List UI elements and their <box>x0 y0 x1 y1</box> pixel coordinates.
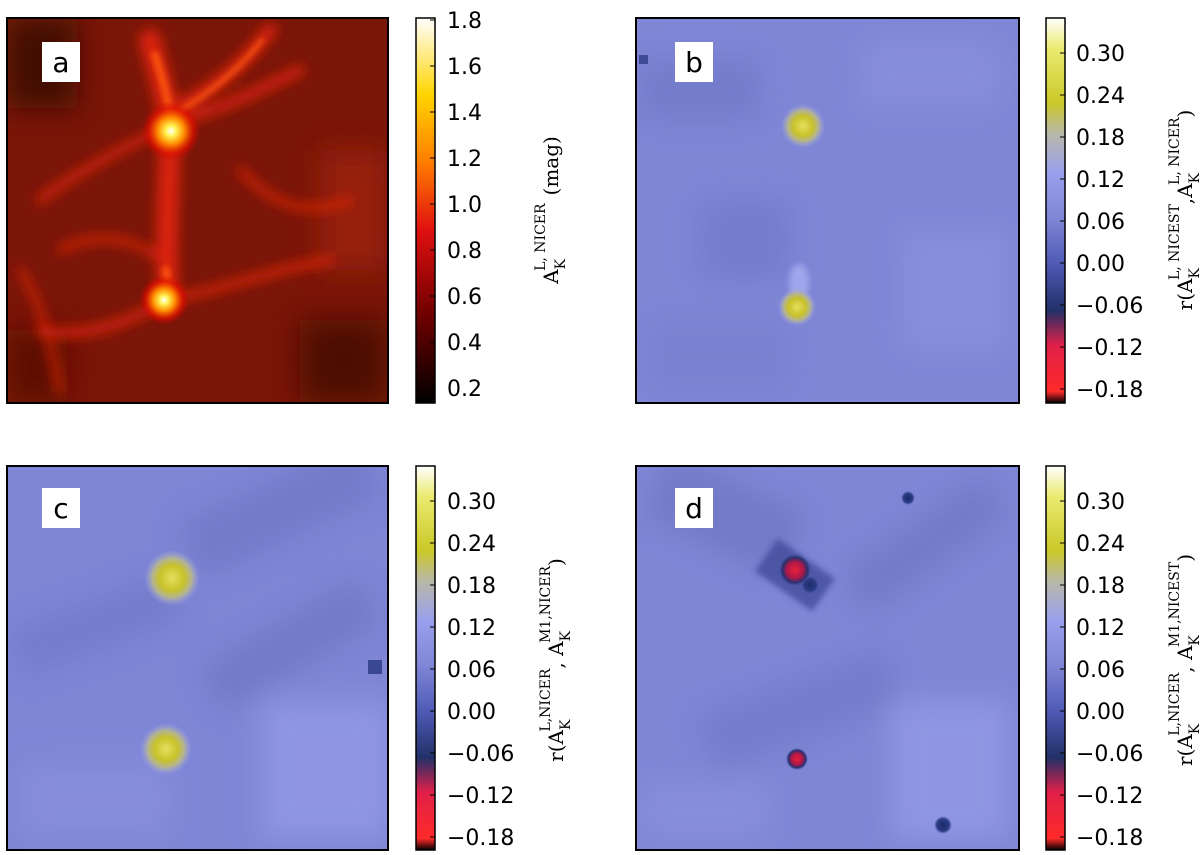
tick-label: −0.06 <box>1076 742 1143 767</box>
panel-d: d 0.30 0.24 0.18 0.12 0.06 0.00 −0.06 −0… <box>635 465 1200 851</box>
panel-label: c <box>53 492 68 525</box>
colorbar: 0.30 0.24 0.18 0.12 0.06 0.00 −0.06 −0.1… <box>1045 17 1200 404</box>
correlation-map <box>7 466 388 850</box>
tick-label: 0.18 <box>1076 126 1125 151</box>
tick-label: 0.12 <box>1076 168 1125 193</box>
extinction-map <box>7 18 388 403</box>
peak-north <box>781 104 825 148</box>
tick-label: 0.8 <box>447 239 482 264</box>
correlation-map <box>636 18 1019 403</box>
tick-label: 1.0 <box>447 193 482 218</box>
panel-label: d <box>685 492 703 525</box>
tick-label: 0.24 <box>447 532 496 557</box>
peak-south <box>778 288 816 326</box>
tick-label: 0.24 <box>1076 84 1125 109</box>
colorbar: 1.8 1.6 1.4 1.2 1.0 0.8 0.6 0.4 0.2 AKL,… <box>415 9 569 404</box>
tick-label: 0.00 <box>1076 700 1125 725</box>
panel-label-box <box>675 42 713 82</box>
colorbar-label: AKL, NICER(mag) <box>533 136 569 285</box>
tick-label: −0.18 <box>1076 826 1143 851</box>
colorbar-ticks: 0.30 0.24 0.18 0.12 0.06 0.00 −0.06 −0.1… <box>1060 42 1143 403</box>
tick-label: 0.30 <box>447 490 496 515</box>
dip-marker <box>368 660 382 674</box>
peak-south <box>140 723 192 775</box>
tick-label: 0.06 <box>1076 210 1125 235</box>
tick-label: 0.24 <box>1076 532 1125 557</box>
colorbar-ticks: 0.30 0.24 0.18 0.12 0.06 0.00 −0.06 −0.1… <box>1060 490 1143 851</box>
panel-label-box <box>42 488 80 528</box>
tick-label: 0.30 <box>1076 42 1125 67</box>
tick-label: 1.2 <box>447 147 482 172</box>
tick-label: −0.12 <box>1076 784 1143 809</box>
tick-label: 0.12 <box>447 616 496 641</box>
tick-label: −0.12 <box>447 784 514 809</box>
correlation-map <box>636 466 1019 850</box>
peak-north <box>144 550 200 606</box>
tick-label: −0.18 <box>1076 378 1143 403</box>
colorbar-ticks: 0.30 0.24 0.18 0.12 0.06 0.00 −0.06 −0.1… <box>430 490 514 851</box>
panel-label-box <box>675 488 713 528</box>
tick-label: 0.6 <box>447 285 482 310</box>
tick-label: 0.4 <box>447 331 482 356</box>
panel-c: c 0.30 0.24 0.18 0.12 0.06 0.00 −0.06 −0… <box>6 465 574 851</box>
panel-b: b 0.30 0.24 0.18 0.12 0.06 0.00 −0.06 −0… <box>635 17 1200 404</box>
core-north <box>141 101 201 161</box>
panel-a: a 1.8 1.6 1.4 1.2 1.0 0.8 0.6 0.4 0.2 AK… <box>6 9 569 404</box>
tick-label: 0.2 <box>447 377 482 402</box>
tick-label: 0.18 <box>1076 574 1125 599</box>
dip-marker <box>639 55 648 64</box>
core-south <box>139 275 189 325</box>
tick-label: 0.18 <box>447 574 496 599</box>
tick-label: 1.8 <box>447 9 482 34</box>
panel-label: a <box>52 46 69 79</box>
panel-label-box <box>42 42 80 82</box>
tick-label: 0.00 <box>447 700 496 725</box>
tick-label: 1.6 <box>447 55 482 80</box>
dip-marker <box>901 491 915 505</box>
colorbar-ticks: 1.8 1.6 1.4 1.2 1.0 0.8 0.6 0.4 0.2 <box>430 9 482 402</box>
tick-label: −0.12 <box>1076 336 1143 361</box>
tick-label: −0.18 <box>447 826 514 851</box>
tick-label: −0.06 <box>1076 294 1143 319</box>
colorbar-label: r(AKL,NICER, AKM1,NICER) <box>538 558 574 762</box>
colorbar: 0.30 0.24 0.18 0.12 0.06 0.00 −0.06 −0.1… <box>1045 465 1200 851</box>
dip-north <box>779 554 811 586</box>
colorbar-label: r(AKL, NICEST,AKL, NICER) <box>1167 110 1200 311</box>
colorbar: 0.30 0.24 0.18 0.12 0.06 0.00 −0.06 −0.1… <box>415 465 574 851</box>
tick-label: 0.06 <box>1076 658 1125 683</box>
tick-label: 0.12 <box>1076 616 1125 641</box>
tick-label: 1.4 <box>447 101 482 126</box>
panel-label: b <box>685 46 703 79</box>
tick-label: 0.06 <box>447 658 496 683</box>
colorbar-label: r(AKL,NICER, AKM1,NICEST) <box>1167 554 1200 766</box>
tick-label: 0.00 <box>1076 252 1125 277</box>
tick-label: −0.06 <box>447 742 514 767</box>
tick-label: 0.30 <box>1076 490 1125 515</box>
dip-marker <box>934 816 952 834</box>
dip-south <box>786 748 808 770</box>
